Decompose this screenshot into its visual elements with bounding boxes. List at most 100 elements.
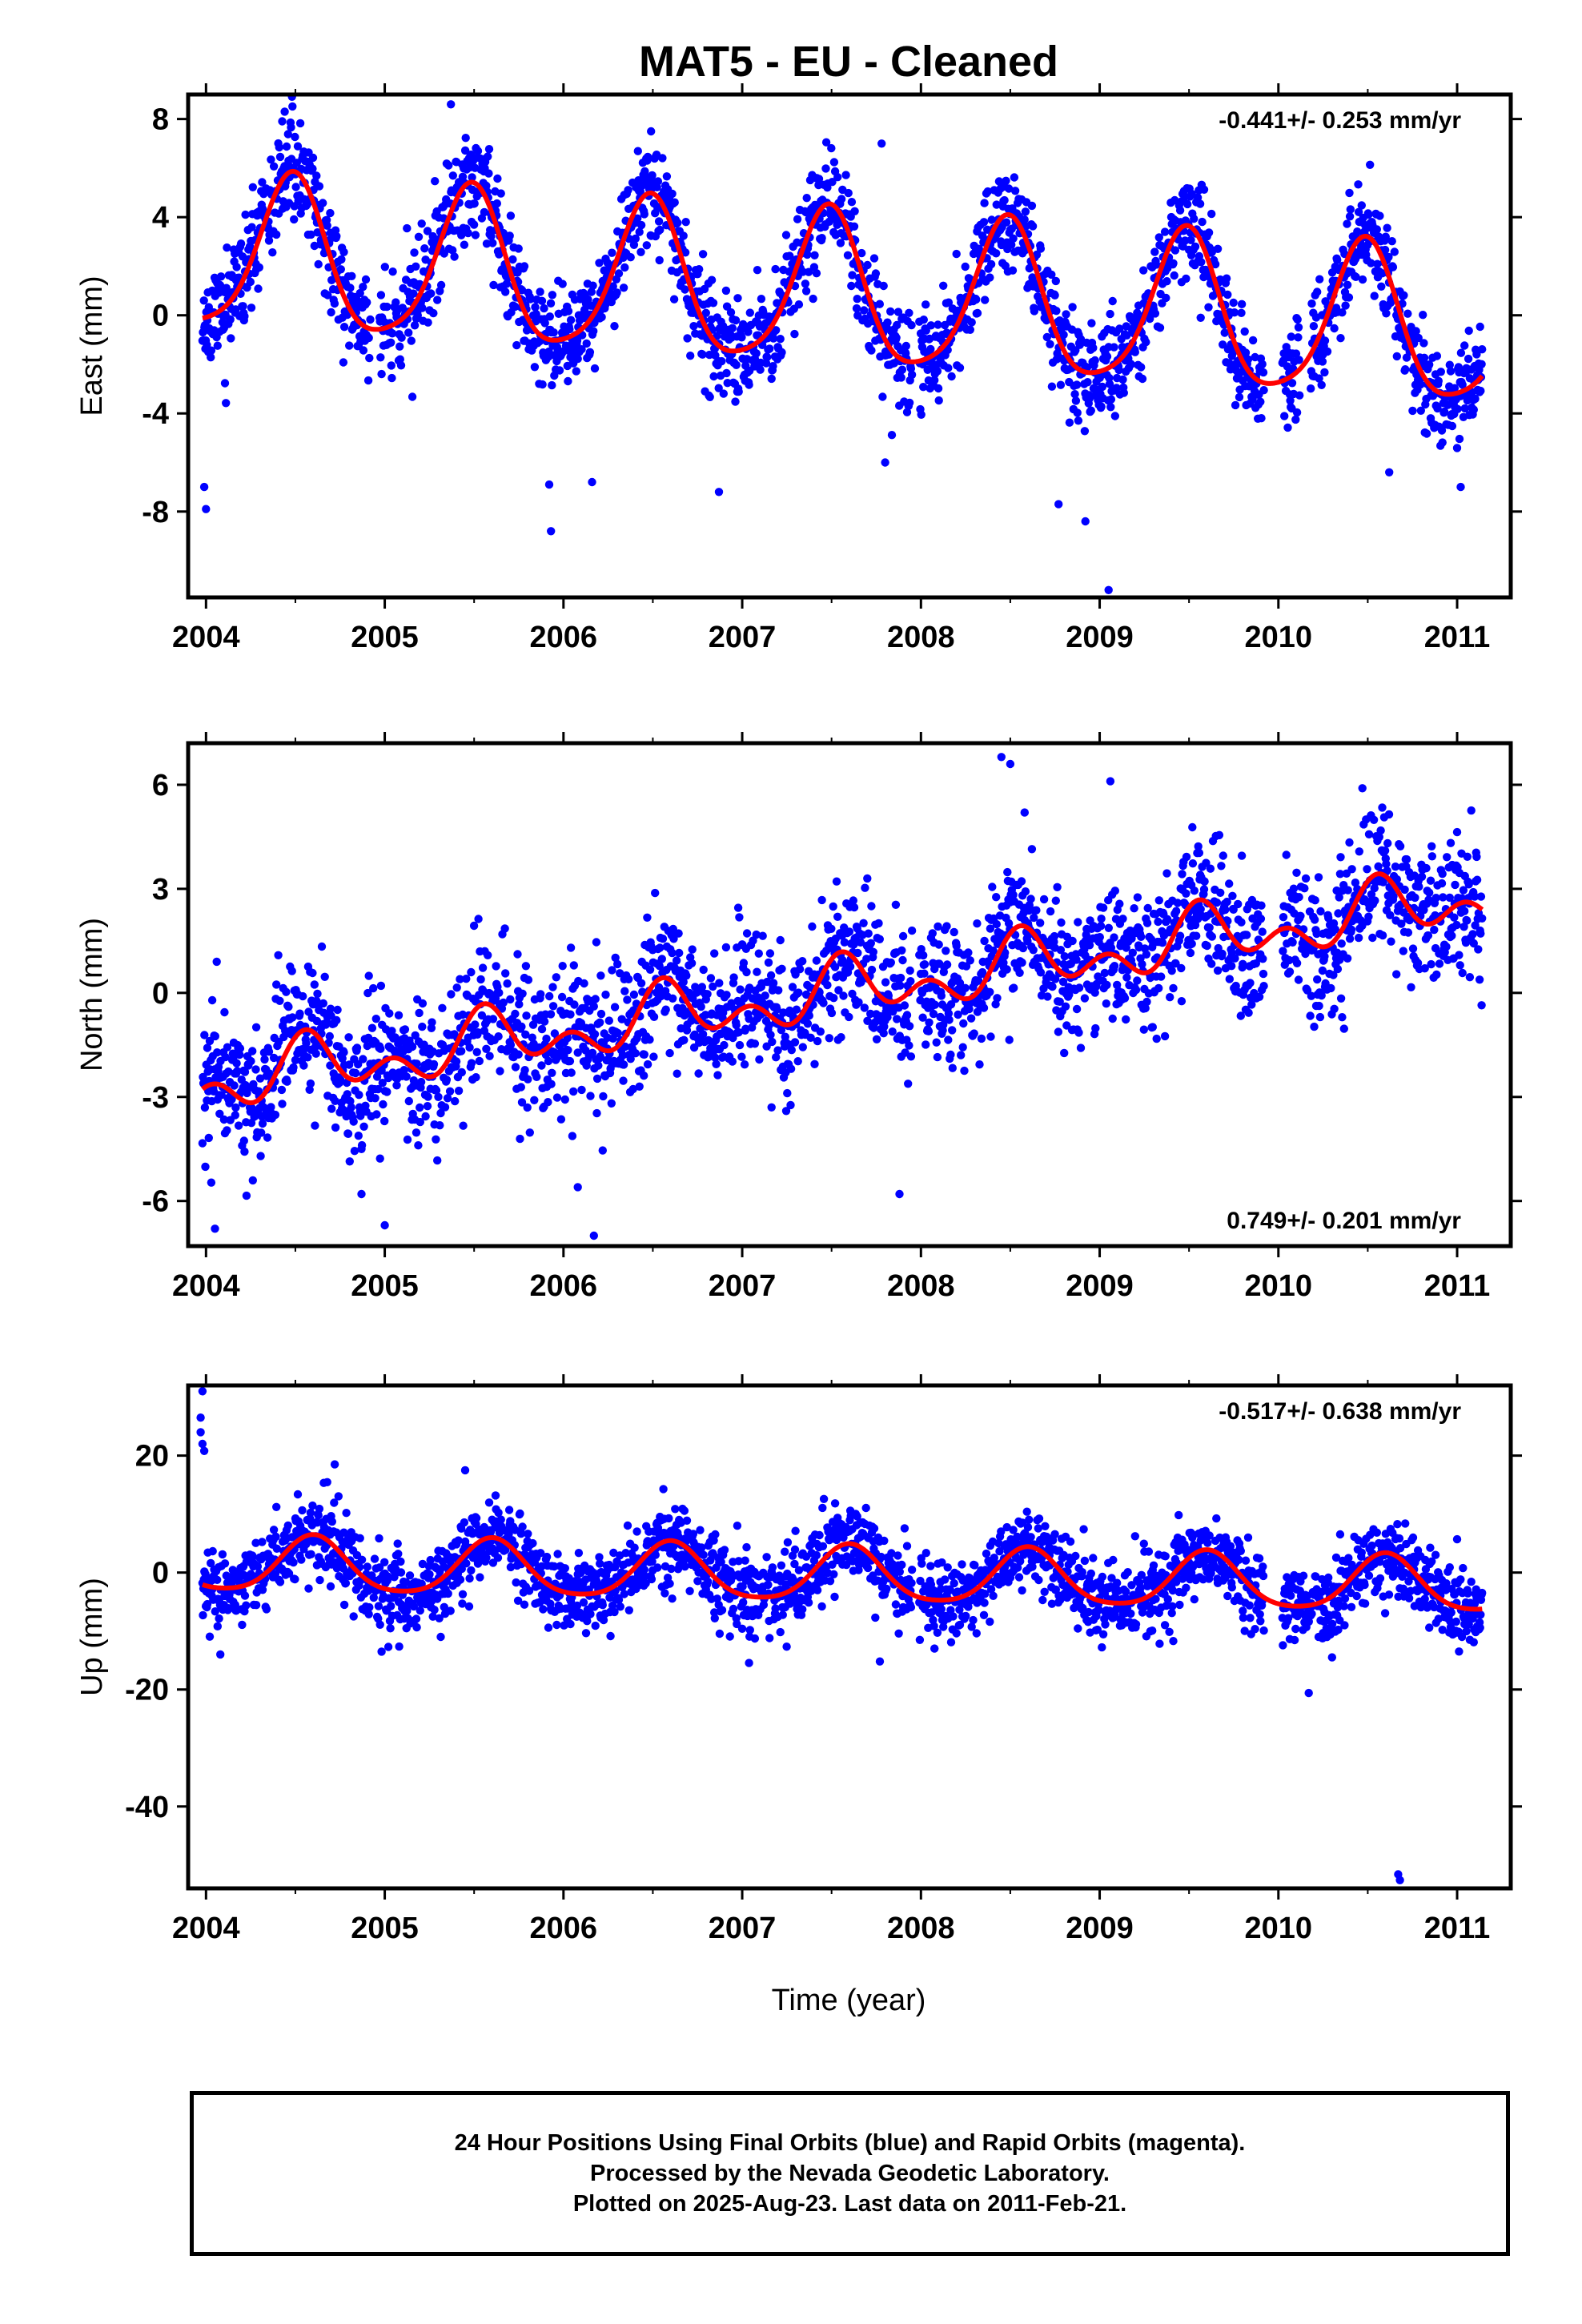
north-data-point xyxy=(506,995,515,1004)
north-data-point xyxy=(934,940,943,949)
east-outlier-point xyxy=(447,100,456,109)
east-data-point xyxy=(943,345,952,355)
north-data-point xyxy=(930,1000,940,1009)
east-data-point xyxy=(897,373,905,382)
east-data-point xyxy=(1353,227,1362,236)
north-data-point xyxy=(200,1103,210,1112)
east-data-point xyxy=(1287,379,1297,388)
east-data-point xyxy=(417,219,426,228)
north-data-point xyxy=(1399,947,1408,955)
east-data-point xyxy=(1283,423,1292,432)
east-data-point xyxy=(540,319,549,328)
north-data-point xyxy=(443,1094,452,1103)
east-data-point xyxy=(1020,215,1029,224)
east-data-point xyxy=(1458,380,1467,389)
east-data-point xyxy=(496,189,505,198)
north-data-point xyxy=(643,1059,652,1069)
north-data-point xyxy=(1102,980,1111,990)
north-data-point xyxy=(589,1002,598,1011)
north-data-point xyxy=(217,1091,226,1100)
north-data-point xyxy=(359,1122,368,1132)
east-data-point xyxy=(1293,315,1302,324)
east-data-point xyxy=(907,320,916,330)
east-data-point xyxy=(410,248,419,257)
north-data-point xyxy=(669,994,677,1003)
north-data-point xyxy=(207,995,217,1005)
east-data-point xyxy=(1090,356,1099,365)
north-data-point xyxy=(635,1082,644,1092)
north-data-point xyxy=(688,945,697,954)
east-data-point xyxy=(1126,360,1136,369)
north-data-point xyxy=(839,991,848,1000)
east-data-point xyxy=(1106,403,1115,412)
east-data-point xyxy=(288,102,297,111)
north-data-point xyxy=(697,1002,705,1011)
north-x-tick-label: 2004 xyxy=(172,1269,240,1303)
north-data-point xyxy=(1339,1024,1349,1033)
north-data-point xyxy=(517,1098,527,1107)
north-data-point xyxy=(886,958,896,967)
north-data-point xyxy=(1432,970,1441,979)
north-data-point xyxy=(367,1023,377,1032)
east-data-point xyxy=(505,231,514,240)
east-data-point xyxy=(777,348,786,357)
east-data-point xyxy=(731,316,741,325)
east-data-point xyxy=(526,295,535,304)
east-data-point xyxy=(1139,266,1148,275)
north-data-point xyxy=(964,948,973,957)
east-data-point xyxy=(933,367,942,376)
east-data-point xyxy=(1387,237,1396,246)
east-data-point xyxy=(377,369,386,379)
north-data-point xyxy=(970,1029,978,1038)
north-data-point xyxy=(434,1092,443,1102)
east-data-point xyxy=(470,199,479,208)
east-data-point xyxy=(1392,352,1402,361)
north-data-point xyxy=(618,1051,628,1060)
east-data-point xyxy=(769,334,778,343)
east-data-point xyxy=(572,367,580,376)
north-data-point xyxy=(411,1031,420,1040)
north-data-point xyxy=(805,1011,813,1020)
north-data-point xyxy=(371,1094,379,1103)
east-data-point xyxy=(1235,392,1244,402)
east-data-point xyxy=(1452,444,1462,452)
east-data-point xyxy=(1456,348,1466,357)
north-data-point xyxy=(710,949,719,958)
north-data-point xyxy=(859,919,868,928)
north-data-point xyxy=(485,1051,494,1060)
panel-up: 2004 2005 2006 2007 2008 2009 2010 2011200-20-4… xyxy=(75,1374,1522,1945)
east-data-point xyxy=(776,335,785,344)
north-data-point xyxy=(375,1154,384,1163)
north-outlier-point xyxy=(863,874,872,883)
north-data-point xyxy=(742,929,752,938)
plot-panels: 2004 2005 2006 2007 2008 2009 2010 2011840-4-8E… xyxy=(75,83,1522,1945)
north-data-point xyxy=(1154,896,1164,905)
north-data-point xyxy=(588,1048,597,1058)
north-data-point xyxy=(1389,892,1398,901)
north-data-point xyxy=(556,1115,566,1124)
east-data-point xyxy=(582,339,591,348)
east-data-point xyxy=(512,340,521,350)
east-data-point xyxy=(410,321,420,330)
east-data-point xyxy=(255,263,263,272)
north-data-point xyxy=(475,1056,484,1066)
north-data-point xyxy=(548,1002,558,1011)
east-data-point xyxy=(1182,274,1191,283)
up-data-point xyxy=(205,1632,215,1641)
north-data-point xyxy=(712,1059,721,1069)
north-data-point xyxy=(1142,950,1151,959)
east-data-point xyxy=(1294,323,1303,332)
east-data-point xyxy=(847,281,856,291)
north-data-point xyxy=(1408,944,1418,953)
north-data-point xyxy=(331,1096,339,1106)
east-data-point xyxy=(204,303,213,312)
east-data-point xyxy=(1150,309,1160,318)
east-data-point xyxy=(388,267,397,276)
north-data-point xyxy=(327,1104,336,1113)
north-data-point xyxy=(429,1059,439,1069)
north-data-point xyxy=(920,969,929,978)
north-data-point xyxy=(525,1128,534,1137)
north-data-point xyxy=(592,1108,601,1118)
north-data-point xyxy=(608,966,616,975)
north-data-point xyxy=(459,1121,468,1130)
